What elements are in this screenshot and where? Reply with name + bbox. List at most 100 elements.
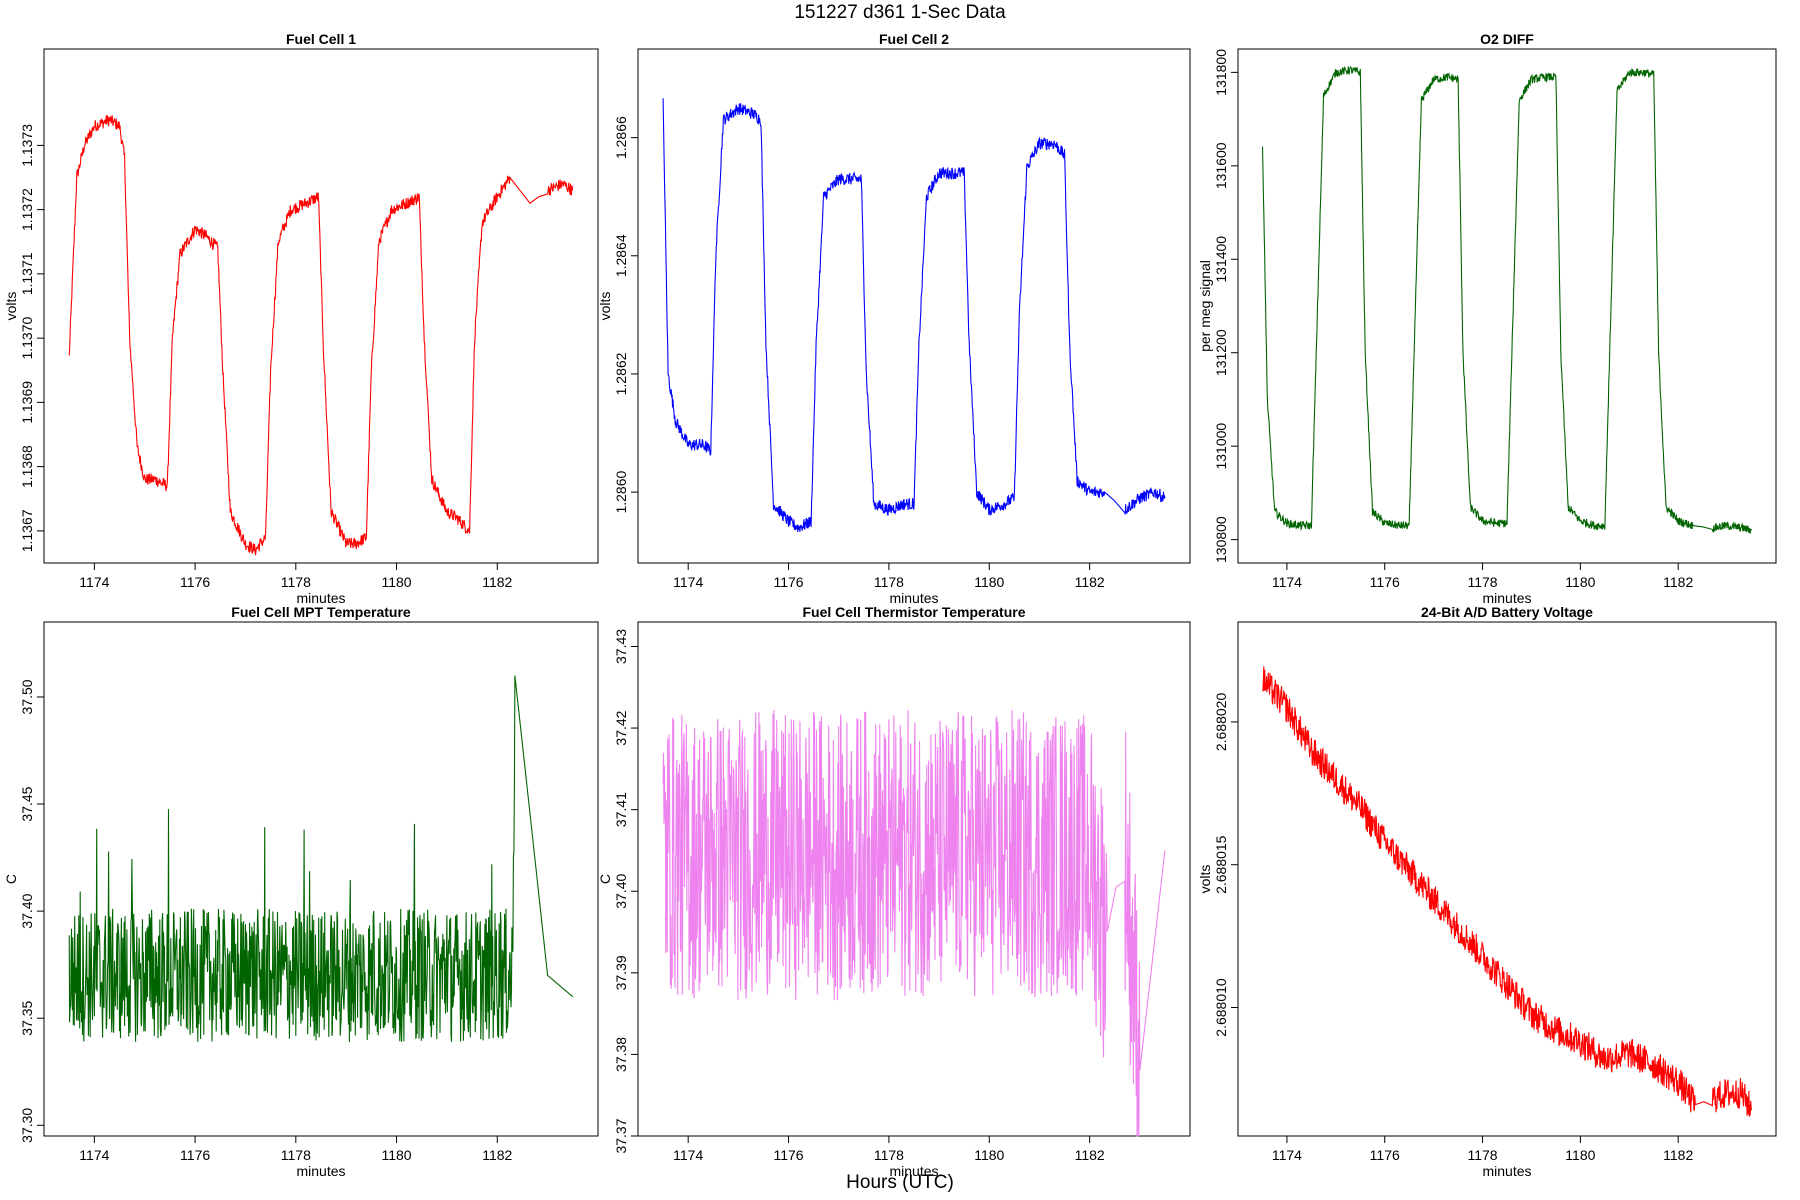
chart-title: O2 DIFF	[1480, 31, 1534, 47]
x-axis-label: minutes	[296, 590, 345, 606]
plot-frame	[43, 621, 599, 1137]
series-line	[68, 115, 574, 556]
plot-frame	[43, 48, 599, 564]
chart-panel-5: Fuel Cell Thermistor Temperature 1174 1176…	[597, 604, 1191, 1179]
y-tick-label: 131600	[1213, 142, 1229, 189]
x-tick-label: 1180	[381, 574, 411, 590]
y-tick-label: 37.43	[613, 629, 629, 664]
series-line	[1261, 65, 1753, 534]
y-tick-label: 131800	[1213, 49, 1229, 96]
x-tick-label: 1174	[1272, 574, 1302, 590]
y-tick-label: 130800	[1213, 516, 1229, 563]
y-tick-label: 37.38	[613, 1037, 629, 1072]
y-axis-label: per meg signal	[1197, 260, 1213, 352]
chart-title: Fuel Cell MPT Temperature	[231, 604, 411, 620]
chart-title: Fuel Cell Thermistor Temperature	[802, 604, 1025, 620]
y-tick-label: 131200	[1213, 329, 1229, 376]
x-tick-label: 1174	[673, 1147, 703, 1163]
y-tick-label: 1.2864	[613, 234, 629, 277]
chart-panel-4: Fuel Cell MPT Temperature 1174 1176 1178 118…	[3, 604, 599, 1179]
x-tick-label: 1176	[1370, 574, 1400, 590]
x-tick-label: 1178	[874, 574, 904, 590]
chart-panel-3: O2 DIFF 1174 1176 1178 1180 1182 minutes 130800…	[1197, 31, 1777, 606]
chart-title: Fuel Cell 1	[286, 31, 356, 47]
x-tick-label: 1178	[1467, 574, 1497, 590]
y-axis-label: volts	[597, 292, 613, 321]
chart-title: 24-Bit A/D Battery Voltage	[1421, 604, 1593, 620]
x-tick-label: 1182	[482, 1147, 512, 1163]
x-tick-label: 1180	[974, 1147, 1004, 1163]
x-tick-label: 1176	[1370, 1147, 1400, 1163]
x-tick-label: 1178	[281, 574, 311, 590]
series-line	[1262, 666, 1753, 1117]
y-tick-label: 37.42	[613, 710, 629, 745]
x-axis-label: minutes	[296, 1163, 345, 1179]
y-axis-label: volts	[3, 292, 19, 321]
y-axis-label: volts	[1197, 865, 1213, 894]
y-tick-label: 1.2862	[613, 352, 629, 395]
y-tick-label: 1.1371	[19, 252, 35, 295]
x-tick-label: 1174	[1272, 1147, 1302, 1163]
y-tick-label: 37.50	[19, 679, 35, 714]
x-tick-label: 1182	[1075, 574, 1105, 590]
x-tick-label: 1182	[1663, 574, 1693, 590]
y-tick-label: 2.688010	[1213, 978, 1229, 1037]
x-tick-label: 1178	[874, 1147, 904, 1163]
x-tick-label: 1180	[1565, 574, 1595, 590]
x-axis-label: minutes	[1482, 1163, 1531, 1179]
x-tick-label: 1182	[1663, 1147, 1693, 1163]
y-tick-label: 1.2860	[613, 470, 629, 513]
y-tick-label: 1.1370	[19, 317, 35, 360]
chart-panel-2: Fuel Cell 2 1174 1176 1178 1180 1182 minutes 1.…	[597, 31, 1191, 606]
x-axis-label: minutes	[889, 590, 938, 606]
series-line	[68, 675, 574, 1043]
y-tick-label: 2.688015	[1213, 835, 1229, 894]
x-tick-label: 1182	[1075, 1147, 1105, 1163]
y-tick-label: 1.1373	[19, 124, 35, 167]
x-axis-label: minutes	[1482, 590, 1531, 606]
figure-title: 151227 d361 1-Sec Data	[794, 2, 1006, 23]
y-tick-label: 1.1367	[19, 509, 35, 552]
y-tick-label: 1.2866	[613, 116, 629, 159]
y-tick-label: 37.45	[19, 786, 35, 821]
y-tick-label: 1.1369	[19, 381, 35, 424]
plot-frame	[1237, 48, 1777, 564]
series-line	[662, 710, 1166, 1137]
y-tick-label: 37.30	[19, 1108, 35, 1143]
x-tick-label: 1180	[381, 1147, 411, 1163]
x-tick-label: 1174	[79, 574, 109, 590]
plot-frame	[1237, 621, 1777, 1137]
y-axis-label: C	[597, 874, 613, 884]
y-tick-label: 1.1372	[19, 188, 35, 231]
chart-panel-6: 24-Bit A/D Battery Voltage 1174 1176 1178 11…	[1197, 604, 1777, 1179]
plot-frame	[637, 621, 1191, 1137]
y-tick-label: 1.1368	[19, 445, 35, 488]
chart-panel-1: Fuel Cell 1 1174 1176 1178 1180 1182 minutes 1.…	[3, 31, 599, 606]
x-tick-label: 1178	[281, 1147, 311, 1163]
x-tick-label: 1174	[79, 1147, 109, 1163]
y-tick-label: 37.37	[613, 1118, 629, 1153]
x-tick-label: 1176	[180, 574, 210, 590]
x-tick-label: 1176	[773, 574, 803, 590]
chart-title: Fuel Cell 2	[879, 31, 949, 47]
y-tick-label: 37.40	[19, 893, 35, 928]
series-line	[662, 98, 1166, 533]
y-tick-label: 2.688020	[1213, 693, 1229, 752]
x-axis-label: minutes	[889, 1163, 938, 1179]
y-tick-label: 37.39	[613, 955, 629, 990]
y-tick-label: 131400	[1213, 236, 1229, 283]
x-tick-label: 1178	[1467, 1147, 1497, 1163]
x-tick-label: 1176	[180, 1147, 210, 1163]
x-tick-label: 1176	[773, 1147, 803, 1163]
y-tick-label: 37.40	[613, 874, 629, 909]
y-axis-label: C	[3, 874, 19, 884]
x-tick-label: 1174	[673, 574, 703, 590]
y-tick-label: 37.35	[19, 1000, 35, 1035]
x-tick-label: 1180	[974, 574, 1004, 590]
figure-footer: Hours (UTC)	[846, 1172, 954, 1193]
plot-frame	[637, 48, 1191, 564]
y-tick-label: 131000	[1213, 423, 1229, 470]
x-tick-label: 1180	[1565, 1147, 1595, 1163]
